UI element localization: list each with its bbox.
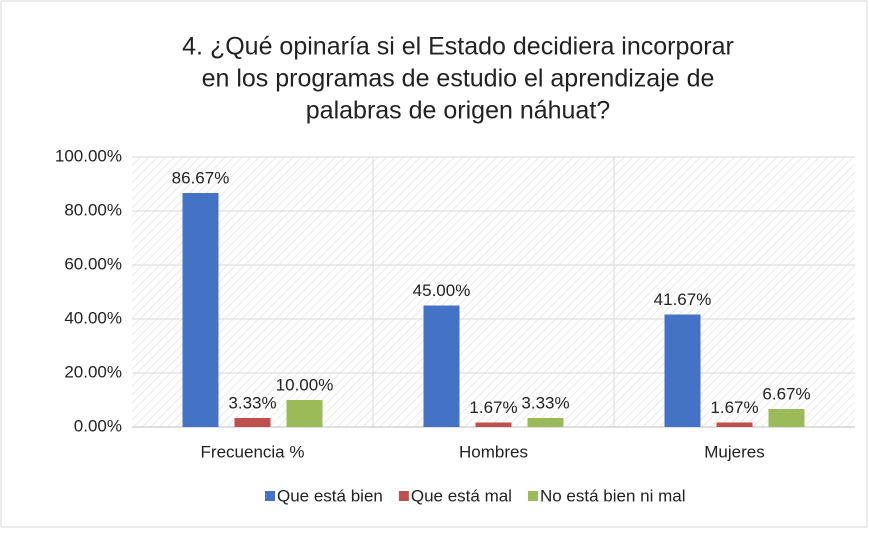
y-tick-label: 60.00% [64,254,122,273]
value-label: 1.67% [710,398,758,417]
chart-title: 4. ¿Qué opinaría si el Estado decidiera … [182,33,734,61]
bar [716,422,753,427]
legend-swatch [398,491,409,501]
y-tick-label: 20.00% [64,362,122,381]
bar [664,314,701,427]
chart-title: palabras de origen náhuat? [306,97,610,125]
bar [182,192,219,427]
legend-swatch [265,491,275,501]
legend-label: Que está bien [277,486,383,505]
bar [423,305,460,427]
value-label: 86.67% [172,168,230,187]
value-label: 45.00% [413,281,471,300]
y-tick-label: 100.00% [55,146,122,165]
legend-swatch [527,491,538,501]
bar [527,418,564,427]
x-tick-label: Mujeres [704,442,764,461]
y-tick-label: 40.00% [64,308,122,327]
bar [475,422,512,427]
chart-title: en los programas de estudio el aprendiza… [202,65,715,93]
bar [768,408,805,427]
legend-label: Que está mal [411,486,512,505]
plot-area [132,157,855,427]
value-label: 41.67% [654,290,712,309]
x-tick-label: Frecuencia % [201,442,305,461]
y-tick-label: 80.00% [64,200,122,219]
bar [234,418,271,427]
value-label: 3.33% [521,393,569,412]
value-label: 3.33% [228,393,276,412]
value-label: 1.67% [469,398,517,417]
value-label: 10.00% [276,375,334,394]
legend-label: No está bien ni mal [540,486,686,505]
bar [286,400,323,427]
value-label: 6.67% [762,384,810,403]
y-tick-label: 0.00% [74,416,122,435]
x-tick-label: Hombres [459,442,528,461]
